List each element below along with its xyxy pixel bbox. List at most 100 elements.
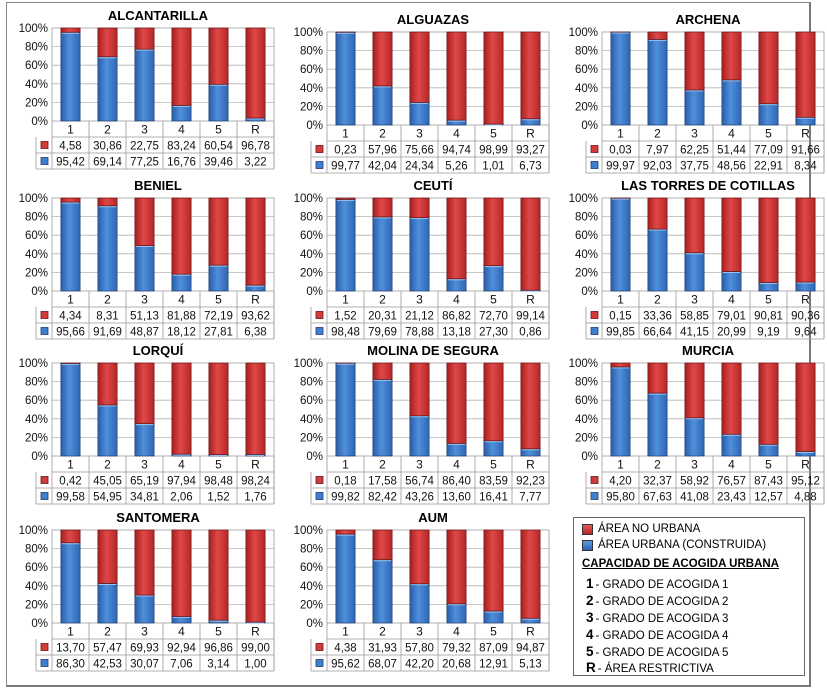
bar-urbana [171, 105, 192, 122]
data-label: 72,19 [204, 311, 233, 323]
x-tick-label: 2 [104, 625, 111, 639]
data-label: 37,75 [680, 161, 709, 173]
data-label: 39,46 [204, 157, 233, 169]
y-tick-label: 80% [300, 46, 323, 58]
data-label: 97,94 [167, 476, 196, 488]
bar-urbana [721, 433, 742, 457]
y-tick-label: 100% [294, 358, 323, 370]
bar-no-urbana [409, 529, 430, 585]
data-label: 5,26 [445, 161, 467, 173]
bar-no-urbana [483, 197, 504, 266]
data-label: 57,96 [368, 145, 397, 157]
x-tick-label: 2 [104, 123, 111, 137]
y-tick-label: 80% [25, 377, 48, 389]
bar-urbana [684, 417, 705, 457]
data-label: 0,15 [609, 311, 631, 323]
key-no-urbana-icon [315, 643, 324, 651]
data-label: 1,52 [207, 492, 229, 504]
data-label: 12,57 [754, 492, 783, 504]
legend-item-urbana: ÁREA URBANA (CONSTRUIDA) [582, 539, 766, 551]
key-urbana-icon [590, 492, 599, 500]
bar-urbana [758, 443, 779, 457]
plot-area [601, 362, 825, 457]
plot-area [326, 31, 550, 126]
y-tick-label: 100% [294, 193, 323, 205]
data-label: 91,66 [791, 145, 820, 157]
x-tick-label: 2 [379, 293, 386, 307]
x-tick-label: 1 [342, 293, 349, 307]
x-tick-label: R [526, 127, 535, 141]
data-label: 1,01 [482, 161, 504, 173]
chart-aum: AUM 0% 20% 40% 60% 80% 100% 1 2 3 4 5 R 4,38 31,93 57,8… [283, 510, 553, 675]
data-label: 83,24 [167, 141, 196, 153]
chart-plot: 0% 20% 40% 60% 80% 100% 1 2 3 4 5 R 4,20 32,37 58,92 76… [569, 358, 825, 505]
y-tick-label: 80% [575, 212, 598, 224]
chart-title: MOLINA DE SEGURA [367, 343, 499, 358]
red-swatch-icon [582, 523, 593, 535]
y-tick-label: 100% [569, 193, 598, 205]
data-label: 90,36 [791, 311, 820, 323]
x-tick-label: 2 [379, 625, 386, 639]
data-label: 13,18 [442, 327, 471, 339]
data-label: 48,87 [130, 327, 159, 339]
plot-area [601, 31, 825, 126]
chart-plot: 0% 20% 40% 60% 80% 100% 1 2 3 4 5 R 4,34 8,31 51,13 81,… [19, 193, 275, 340]
x-tick-label: 2 [654, 127, 661, 141]
x-tick-label: R [526, 293, 535, 307]
y-tick-label: 100% [19, 358, 48, 370]
data-label: 94,87 [516, 643, 545, 655]
bar-no-urbana [520, 362, 541, 450]
data-label: 56,74 [405, 476, 434, 488]
x-tick-label: 4 [178, 293, 185, 307]
bar-no-urbana [97, 27, 118, 58]
data-label: 48,56 [717, 161, 746, 173]
x-tick-label: 4 [178, 625, 185, 639]
key-no-urbana-icon [315, 311, 324, 319]
x-tick-label: 5 [765, 127, 772, 141]
bar-no-urbana [647, 362, 668, 394]
bar-no-urbana [208, 27, 229, 85]
chart-title: LAS TORRES DE COTILLAS [621, 178, 795, 193]
chart-title: MURCIA [682, 343, 734, 358]
y-tick-label: 40% [25, 414, 48, 426]
x-tick-label: 3 [416, 293, 423, 307]
x-tick-label: 3 [691, 293, 698, 307]
bar-no-urbana [409, 362, 430, 417]
data-label: 81,88 [167, 311, 196, 323]
bar-urbana [610, 31, 631, 126]
key-no-urbana-icon [40, 141, 49, 149]
data-label: 4,38 [334, 643, 356, 655]
data-label: 77,09 [754, 145, 783, 157]
data-label: 93,62 [241, 311, 270, 323]
x-tick-label: 5 [215, 123, 222, 137]
key-urbana-icon [40, 492, 49, 500]
chart-title: SANTOMERA [116, 510, 200, 525]
y-tick-label: 20% [300, 599, 323, 611]
bar-no-urbana [446, 31, 467, 121]
data-label: 93,27 [516, 145, 545, 157]
data-label: 1,52 [334, 311, 356, 323]
chart-title: AUM [418, 510, 448, 525]
legend-label: ÁREA NO URBANA [598, 523, 701, 535]
key-no-urbana-icon [590, 476, 599, 484]
data-label: 24,34 [405, 161, 434, 173]
bar-no-urbana [60, 197, 81, 203]
x-tick-label: 5 [765, 293, 772, 307]
chart-title: ALCANTARILLA [107, 8, 209, 23]
plot-area [326, 529, 550, 624]
y-tick-label: 40% [575, 83, 598, 95]
data-label: 91,69 [93, 327, 122, 339]
data-label: 20,99 [717, 327, 746, 339]
bar-urbana [97, 583, 118, 624]
data-label: 67,63 [643, 492, 672, 504]
chart-ceut-: CEUTÍ 0% 20% 40% 60% 80% 100% 1 2 3 4 5 R 1,52 20,31 21… [283, 178, 553, 343]
bar-urbana [758, 103, 779, 126]
y-tick-label: 100% [19, 525, 48, 537]
bar-no-urbana [245, 362, 266, 455]
x-tick-label: 1 [617, 127, 624, 141]
data-label: 51,44 [717, 145, 746, 157]
y-tick-label: 20% [25, 267, 48, 279]
key-no-urbana-icon [40, 311, 49, 319]
bar-urbana [134, 423, 155, 457]
bar-no-urbana [483, 31, 504, 125]
